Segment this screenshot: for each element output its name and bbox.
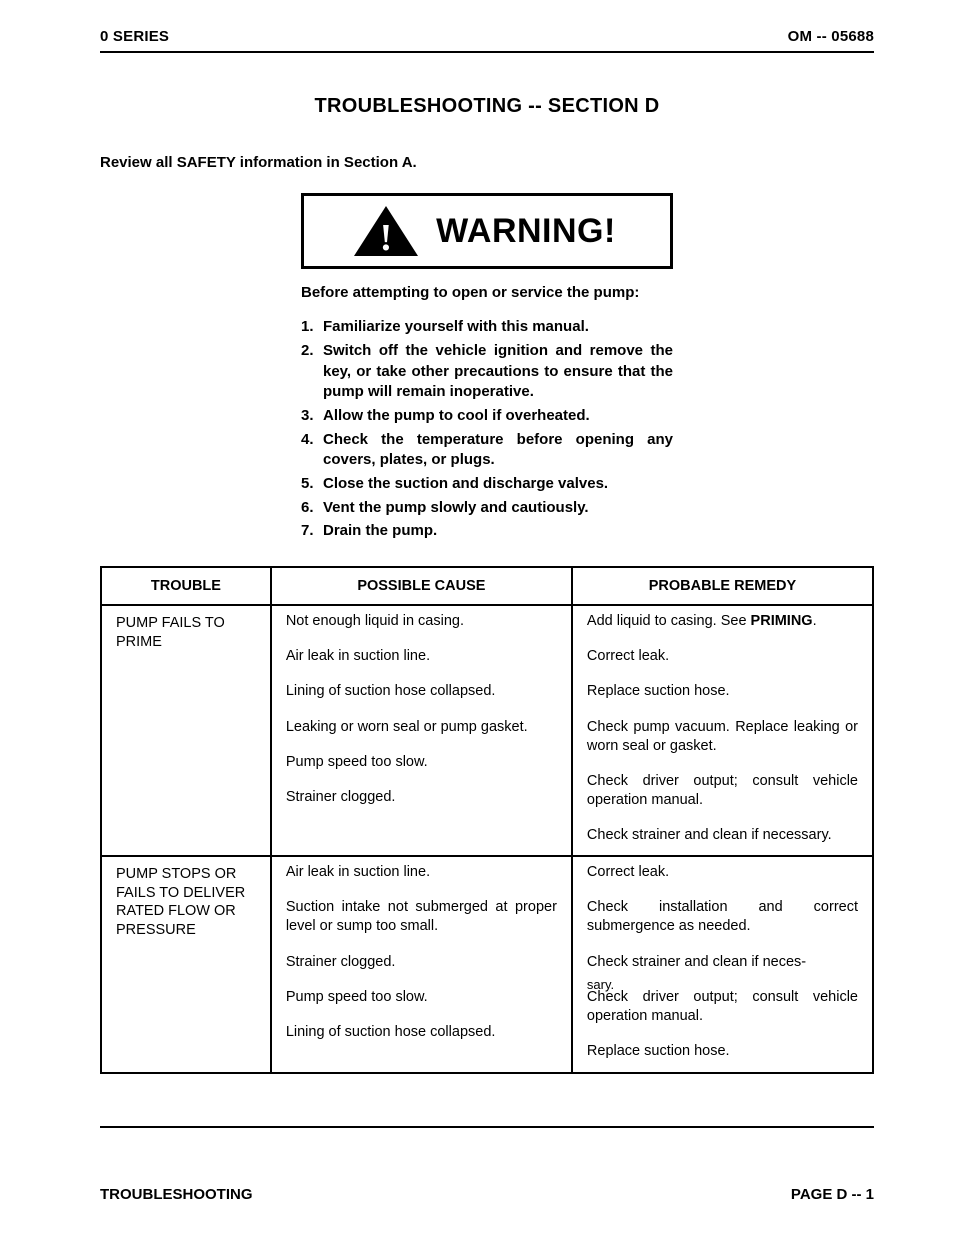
th-cause: POSSIBLE CAUSE: [271, 567, 572, 605]
possible-cause: Not enough liquid in casing.: [272, 606, 571, 641]
possible-cause: Pump speed too slow.: [272, 747, 571, 782]
trouble-label: PUMP FAILS TO PRIME: [102, 606, 270, 661]
possible-cause: Leaking or worn seal or pump gasket.: [272, 712, 571, 747]
cause-column-cell: Not enough liquid in casing.Air leak in …: [271, 605, 572, 856]
warning-list-item: Close the suction and discharge valves.: [301, 474, 673, 495]
possible-cause: Lining of suction hose collapsed.: [272, 676, 571, 711]
table-row: PUMP STOPS OR FAILS TO DELIVER RATED FLO…: [101, 856, 873, 1072]
warning-list-item: Allow the pump to cool if overheated.: [301, 406, 673, 427]
footer-rule: [100, 1126, 874, 1128]
probable-remedy: Check pump vacuum. Replace leaking or wo…: [573, 712, 872, 766]
warning-triangle-icon: !: [354, 206, 418, 256]
footer-right: PAGE D -- 1: [791, 1186, 874, 1203]
probable-remedy: Add liquid to casing. See PRIMING.: [573, 606, 872, 641]
possible-cause: Suction intake not submerged at proper l…: [272, 892, 571, 946]
warning-banner-box: ! WARNING!: [301, 193, 673, 269]
trouble-label: PUMP STOPS OR FAILS TO DELIVER RATED FLO…: [102, 857, 270, 949]
possible-cause: Air leak in suction line.: [272, 641, 571, 676]
table-header-row: TROUBLE POSSIBLE CAUSE PROBABLE REMEDY: [101, 567, 873, 605]
probable-remedy: Correct leak.: [573, 641, 872, 676]
probable-remedy: Check strainer and clean if necessary.: [573, 820, 872, 855]
probable-remedy: Check installation and correct submergen…: [573, 892, 872, 946]
probable-remedy: Check strainer and clean if neces-: [573, 947, 872, 982]
trouble-cell: PUMP FAILS TO PRIME: [101, 605, 271, 856]
page-footer: TROUBLESHOOTING PAGE D -- 1: [100, 1186, 874, 1203]
warning-list-item: Vent the pump slowly and cautiously.: [301, 498, 673, 519]
warning-list-item: Switch off the vehicle ignition and remo…: [301, 341, 673, 403]
possible-cause: Air leak in suction line.: [272, 857, 571, 892]
warning-list-item: Check the temperature before opening any…: [301, 430, 673, 471]
probable-remedy: Replace suction hose.: [573, 676, 872, 711]
table-row: PUMP FAILS TO PRIMENot enough liquid in …: [101, 605, 873, 856]
warning-intro: Before attempting to open or service the…: [301, 283, 673, 303]
remedy-column-cell: Add liquid to casing. See PRIMING.Correc…: [572, 605, 873, 856]
probable-remedy: sary.Check driver output; consult vehicl…: [573, 982, 872, 1037]
possible-cause: Pump speed too slow.: [272, 982, 571, 1017]
probable-remedy: Replace suction hose.: [573, 1036, 872, 1071]
cause-column-cell: Air leak in suction line.Suction intake …: [271, 856, 572, 1072]
warning-list-item: Familiarize yourself with this manual.: [301, 317, 673, 338]
header-left: 0 SERIES: [100, 28, 169, 45]
page-footer-wrap: TROUBLESHOOTING PAGE D -- 1: [100, 1126, 874, 1203]
warning-list-item: Drain the pump.: [301, 521, 673, 542]
header-right: OM -- 05688: [788, 28, 874, 45]
svg-text:!: !: [380, 217, 393, 256]
th-remedy: PROBABLE REMEDY: [572, 567, 873, 605]
header-rule: [100, 51, 874, 53]
footer-left: TROUBLESHOOTING: [100, 1186, 253, 1203]
troubleshooting-table: TROUBLE POSSIBLE CAUSE PROBABLE REMEDY P…: [100, 566, 874, 1073]
possible-cause: Strainer clogged.: [272, 782, 571, 817]
possible-cause: Lining of suction hose collapsed.: [272, 1017, 571, 1052]
probable-remedy: Correct leak.: [573, 857, 872, 892]
remedy-column-cell: Correct leak.Check installation and corr…: [572, 856, 873, 1072]
possible-cause: Strainer clogged.: [272, 947, 571, 982]
section-title: TROUBLESHOOTING -- SECTION D: [100, 95, 874, 118]
th-trouble: TROUBLE: [101, 567, 271, 605]
probable-remedy: Check driver output; consult vehicle ope…: [573, 766, 872, 820]
page-header: 0 SERIES OM -- 05688: [100, 28, 874, 45]
warning-block: ! WARNING! Before attempting to open or …: [301, 193, 673, 542]
trouble-cell: PUMP STOPS OR FAILS TO DELIVER RATED FLO…: [101, 856, 271, 1072]
review-safety-line: Review all SAFETY information in Section…: [100, 154, 874, 171]
warning-banner-text: WARNING!: [436, 212, 616, 251]
table-body: PUMP FAILS TO PRIMENot enough liquid in …: [101, 605, 873, 1072]
warning-list: Familiarize yourself with this manual. Sw…: [301, 317, 673, 542]
